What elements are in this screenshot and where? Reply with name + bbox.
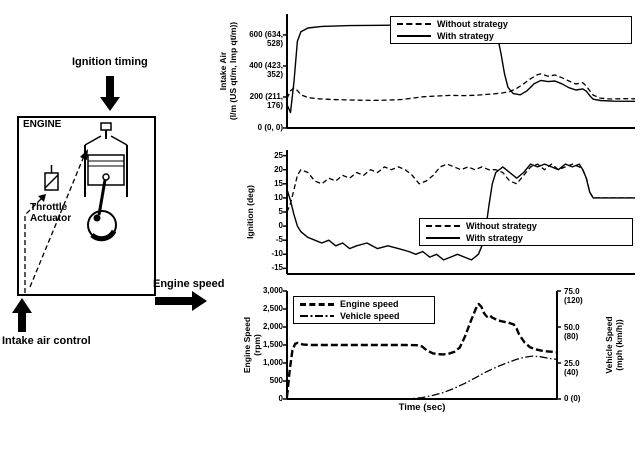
piston-icon <box>84 122 128 242</box>
throttle-path-arrowhead <box>38 194 46 202</box>
tick-label: 2,000 <box>262 322 283 331</box>
series-line-0 <box>285 302 558 397</box>
series-line-1 <box>287 355 558 400</box>
tick-label: 15 <box>274 178 283 188</box>
throttle-actuator-icon <box>44 165 59 191</box>
tick-label: 500 <box>269 376 283 385</box>
bold-dashed-line-sample <box>300 302 334 306</box>
throttle-actuator-label: Throttle Actuator <box>30 202 71 224</box>
speed-chart: 3,000 2,500 2,000 1,500 1,000 500 0 75.0 (120) 50… <box>263 286 583 403</box>
intake-air-control-arrow <box>12 298 32 332</box>
tick-label: 0 <box>278 221 283 231</box>
legend-row-without-strategy: Without strategy <box>391 19 631 29</box>
engine-schematic <box>12 76 207 332</box>
tick-label: 1,500 <box>262 340 283 349</box>
cylinder-path-arrowhead <box>80 149 88 160</box>
intake-plot-area <box>283 14 636 129</box>
engine-speed-arrow <box>155 291 207 311</box>
tick-label: 3,000 <box>262 286 283 295</box>
ignition-legend: Without strategy With strategy <box>419 218 633 246</box>
intake-air-control-label: Intake air control <box>2 335 91 347</box>
legend-row-with-strategy: With strategy <box>391 31 631 41</box>
engine-box <box>17 116 156 296</box>
engine-box-label: ENGINE <box>23 119 62 130</box>
tick-label: 25.0 (40) <box>564 358 580 377</box>
tick-label: 25 <box>274 150 283 160</box>
legend-label: Without strategy <box>437 19 508 29</box>
tick-label: 0 (0) <box>564 394 581 403</box>
vehicle-speed-title-line1: Vehicle Speed <box>604 316 614 374</box>
vehicle-speed-y-axis-title: Vehicle Speed (mph (km/h)) <box>604 300 630 390</box>
tick-label: 2,500 <box>262 304 283 313</box>
speed-plot-area <box>283 290 561 400</box>
intake-control-path <box>24 155 85 293</box>
tick-label: 75.0 (120) <box>564 286 583 305</box>
tick-label: 5 <box>278 207 283 216</box>
legend-label: Engine speed <box>340 299 399 309</box>
legend-label: Vehicle speed <box>340 311 400 321</box>
tick-label: -10 <box>271 249 283 259</box>
ignition-chart: 25 20 15 10 5 0 -5 -10 -15 <box>271 150 635 275</box>
tick-label: 200 (211, 176) <box>249 92 283 111</box>
legend-row-vehicle-speed: Vehicle speed <box>294 311 434 321</box>
legend-label: With strategy <box>437 31 494 41</box>
tick-label: 1,000 <box>262 358 283 367</box>
legend-row-without-strategy: Without strategy <box>420 221 632 231</box>
legend-label: With strategy <box>466 233 523 243</box>
throttle-label-line2: Actuator <box>30 213 72 224</box>
tick-label: -5 <box>275 235 283 245</box>
tick-label: 50.0 (80) <box>564 322 580 341</box>
legend-label: Without strategy <box>466 221 537 231</box>
time-axis-label: Time (sec) <box>398 402 446 413</box>
engine-speed-label: Engine speed <box>153 278 225 290</box>
tick-label: 400 (423, 352) <box>249 61 283 80</box>
dashed-line-sample <box>397 23 431 25</box>
tick-label: 0 (0, 0) <box>257 123 283 132</box>
tick-label: 600 (634, 528) <box>249 30 283 49</box>
dashed-line-sample <box>426 225 460 227</box>
vehicle-speed-title-line2: (mph (km/h)) <box>614 319 624 371</box>
intake-legend: Without strategy With strategy <box>390 16 632 44</box>
solid-line-sample <box>426 237 460 239</box>
intake-air-chart: 600 (634, 528) 400 (423, 352) 200 (211, 176) 0… <box>249 14 636 132</box>
tick-label: 10 <box>274 192 283 202</box>
series-line-0 <box>286 73 636 102</box>
legend-row-with-strategy: With strategy <box>420 233 632 243</box>
tick-label: 20 <box>274 164 283 174</box>
tick-label: 0 <box>278 394 283 403</box>
series-line-1 <box>286 24 636 114</box>
tick-label: -15 <box>271 263 283 273</box>
dash-dot-line-sample <box>300 315 334 317</box>
ignition-timing-label: Ignition timing <box>72 56 148 68</box>
throttle-label-line1: Throttle <box>30 202 68 213</box>
series-line-1 <box>286 163 635 261</box>
legend-row-engine-speed: Engine speed <box>294 299 434 309</box>
solid-line-sample <box>397 35 431 37</box>
speed-legend: Engine speed Vehicle speed <box>293 296 435 324</box>
ignition-plot-area <box>283 150 635 275</box>
ignition-timing-arrow <box>100 76 120 111</box>
